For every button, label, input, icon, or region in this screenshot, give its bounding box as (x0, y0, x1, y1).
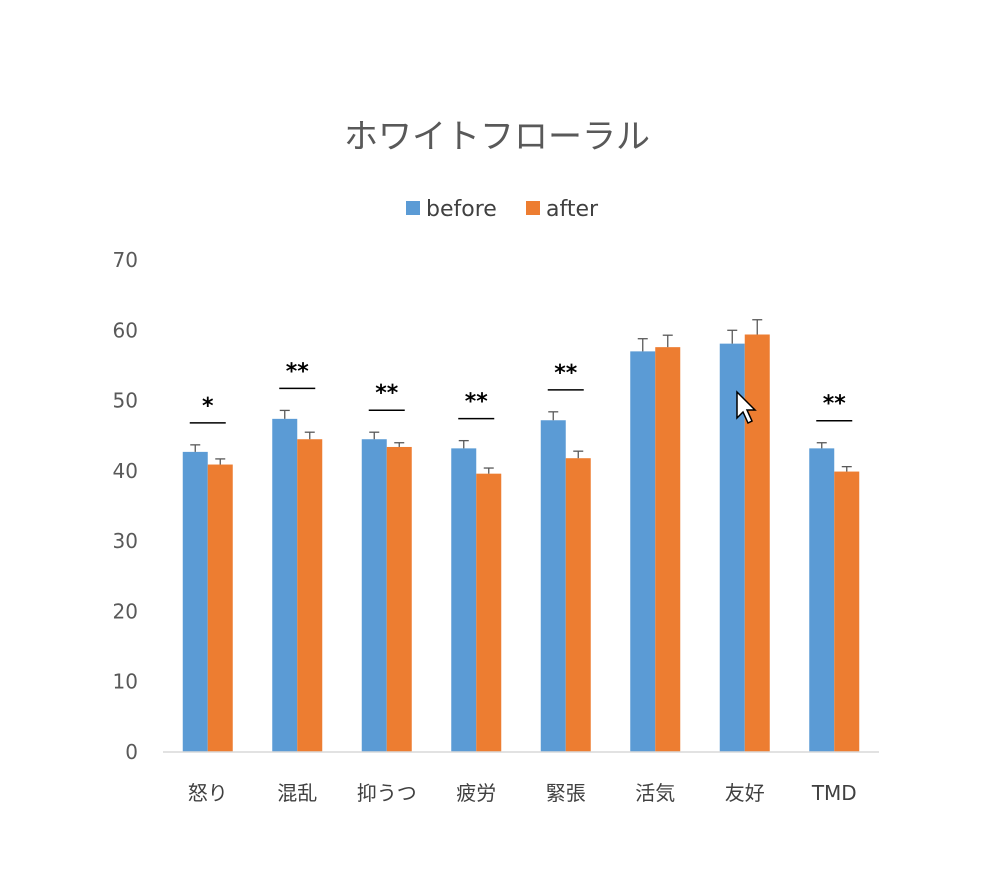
bar-before (630, 351, 656, 752)
x-category-label: 疲労 (456, 781, 496, 805)
bar-after (834, 471, 860, 752)
bar-before (272, 418, 298, 752)
y-tick-label: 20 (113, 599, 138, 623)
significance-label: ** (375, 381, 399, 406)
bar-before (361, 439, 387, 752)
x-category-label: TMD (811, 781, 857, 805)
x-category-label: 抑うつ (357, 781, 417, 805)
bar-before (809, 448, 835, 752)
significance-label: ** (554, 361, 578, 386)
bar-after (386, 446, 412, 752)
legend-swatch-before (406, 201, 420, 215)
x-category-label: 緊張 (546, 781, 586, 805)
bar-after (297, 439, 323, 752)
mouse-cursor-icon (736, 390, 757, 425)
y-tick-label: 10 (113, 670, 138, 694)
bar-after (744, 334, 770, 752)
bar-after (207, 464, 233, 752)
y-tick-label: 40 (113, 459, 138, 483)
y-axis: 0 10 20 30 40 50 60 70 (113, 248, 138, 764)
y-tick-label: 30 (113, 529, 138, 553)
significance-label: * (202, 394, 214, 419)
significance-label: ** (465, 390, 489, 415)
significance-marks: ***** ****** (189, 359, 853, 424)
bar-after (655, 347, 681, 752)
legend: before after (406, 197, 599, 222)
bar-before (182, 451, 208, 752)
legend-label-before: before (426, 197, 497, 222)
bar-before (451, 448, 477, 752)
y-tick-label: 70 (113, 248, 138, 272)
significance-label: ** (823, 392, 847, 417)
legend-label-after: after (546, 197, 599, 222)
significance-label: ** (286, 359, 310, 384)
x-category-label: 怒り (188, 781, 228, 805)
bar-before (540, 420, 566, 752)
y-tick-label: 50 (113, 389, 138, 413)
y-tick-label: 0 (125, 740, 138, 764)
error-bars (190, 319, 852, 474)
chart-title: ホワイトフローラル (344, 117, 650, 157)
bar-after (565, 458, 591, 752)
legend-swatch-after (526, 201, 540, 215)
x-category-label: 混乱 (277, 781, 317, 805)
bar-after (476, 473, 502, 752)
x-category-label: 活気 (635, 781, 675, 805)
y-tick-label: 60 (113, 318, 138, 342)
bars (182, 334, 860, 752)
x-category-label: 友好 (725, 781, 765, 805)
x-axis: 怒り 混乱 抑うつ 疲労 緊張 活気 友好 TMD (188, 781, 857, 805)
